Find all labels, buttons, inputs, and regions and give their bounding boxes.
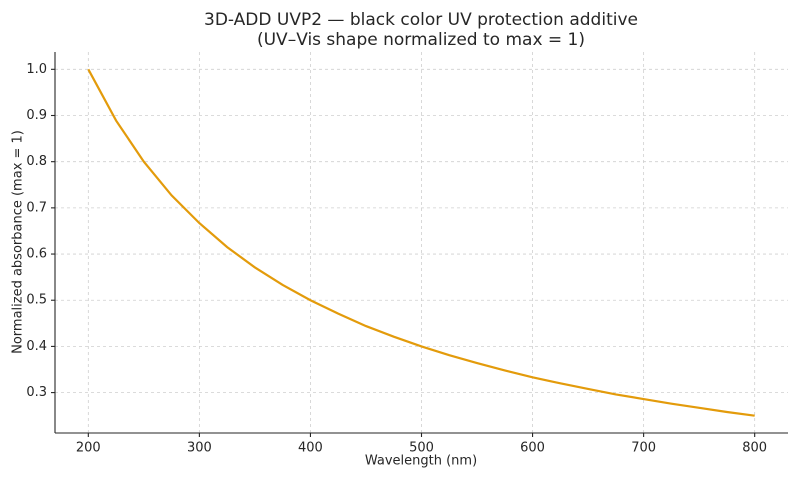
x-tick-label: 400: [298, 441, 323, 456]
y-tick-label: 0.9: [26, 108, 47, 123]
chart-subtitle: (UV–Vis shape normalized to max = 1): [257, 30, 585, 50]
y-tick-label: 0.4: [26, 339, 47, 354]
x-tick-label: 600: [520, 441, 545, 456]
y-tick-label: 0.3: [26, 385, 47, 400]
y-axis-label: Normalized absorbance (max = 1): [11, 130, 26, 354]
chart-title: 3D-ADD UVP2 — black color UV protection …: [204, 10, 638, 30]
x-tick-label: 300: [187, 441, 212, 456]
x-tick-label: 500: [409, 441, 434, 456]
y-tick-label: 0.8: [26, 154, 47, 169]
y-tick-label: 0.7: [26, 200, 47, 215]
x-tick-label: 700: [631, 441, 656, 456]
x-tick-label: 800: [742, 441, 767, 456]
data-line: [87, 68, 755, 417]
y-tick-label: 0.6: [26, 247, 47, 262]
x-tick-label: 200: [76, 441, 101, 456]
y-tick-label: 1.0: [26, 62, 47, 77]
y-tick-label: 0.5: [26, 293, 47, 308]
x-axis-label: Wavelength (nm): [365, 454, 477, 469]
